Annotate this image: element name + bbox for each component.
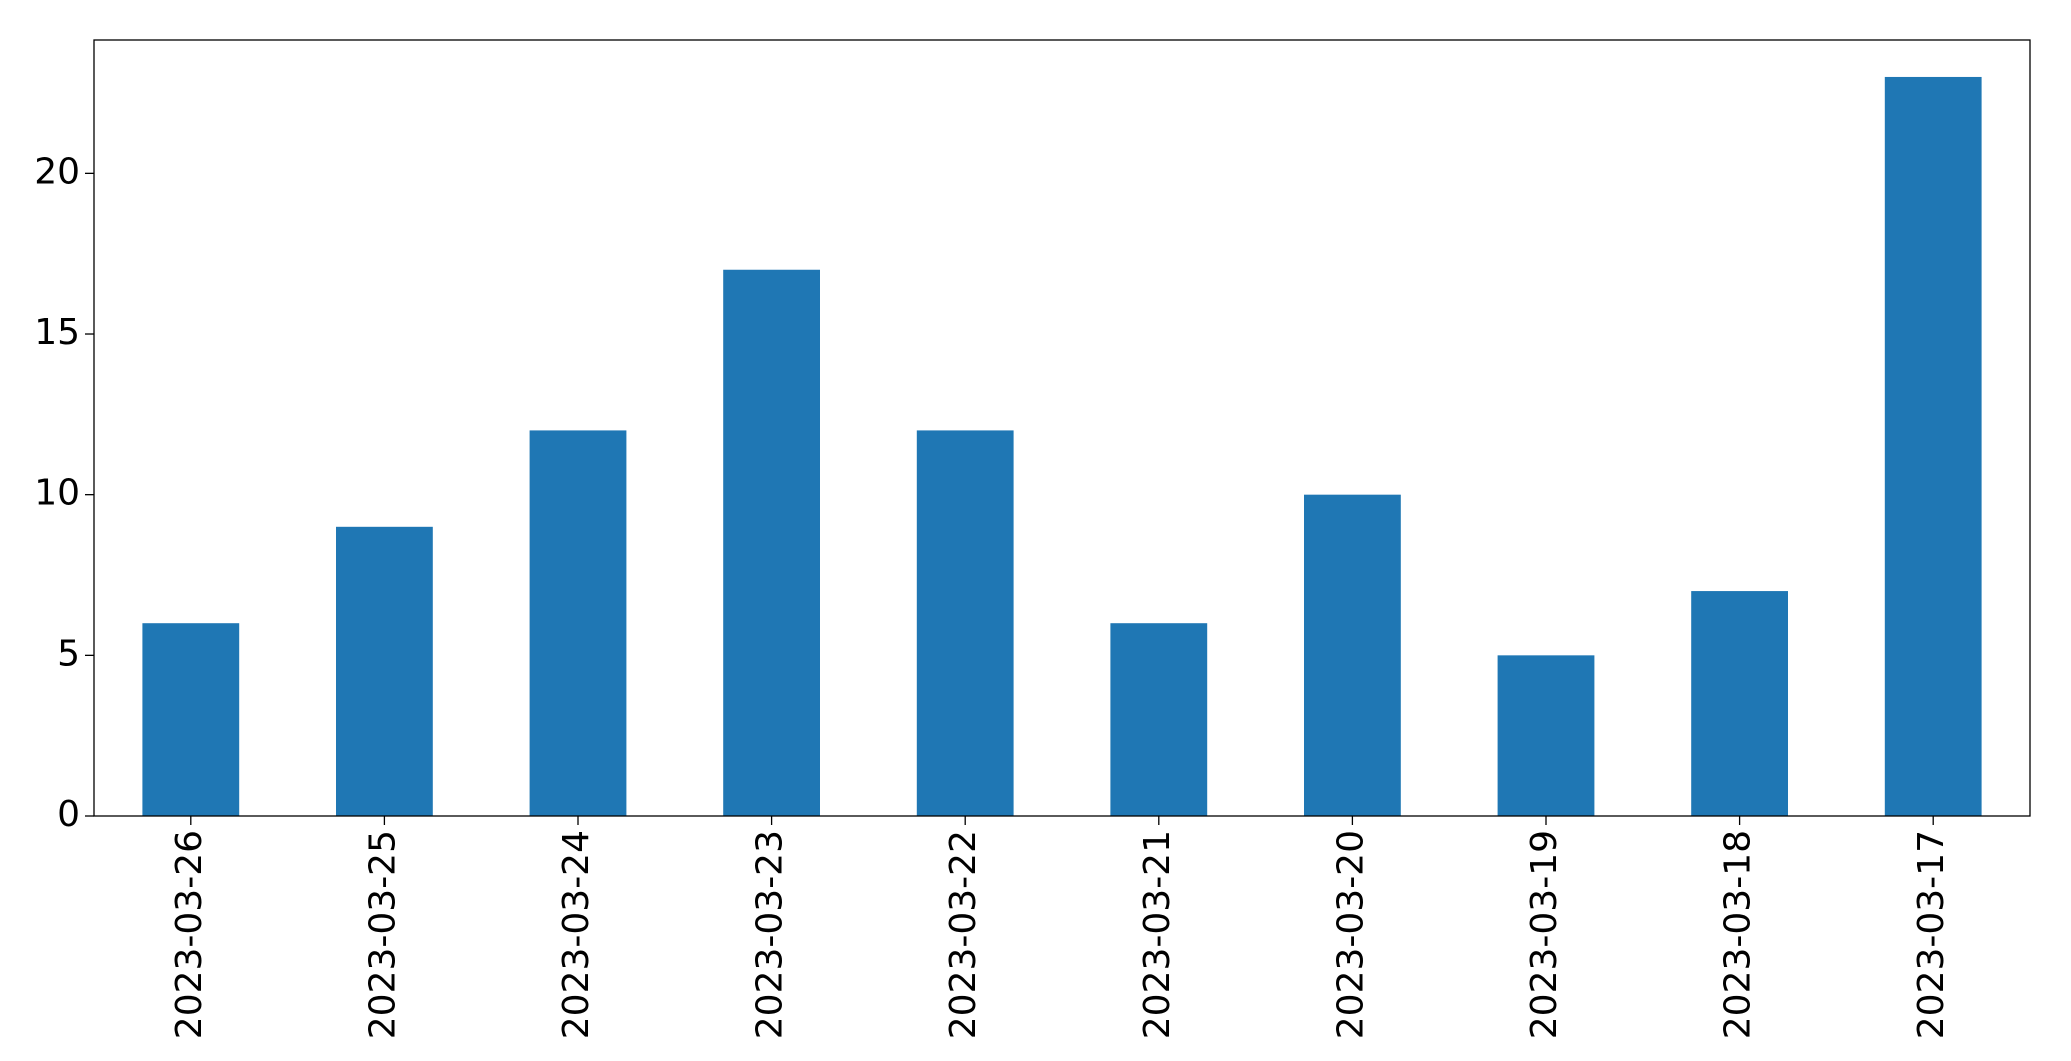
bar [1110,623,1208,816]
x-tick-label: 2023-03-17 [1911,830,1952,1039]
x-tick-label: 2023-03-18 [1718,830,1759,1039]
x-tick-label: 2023-03-26 [169,830,210,1039]
y-tick-label: 15 [34,312,80,353]
bar [723,269,820,816]
bar [1304,494,1401,816]
x-tick-label: 2023-03-23 [750,830,791,1039]
x-tick-label: 2023-03-24 [556,830,597,1039]
x-tick-label: 2023-03-22 [943,830,984,1039]
y-tick-label: 20 [34,151,80,192]
bar [1884,76,1982,816]
bar [1497,655,1595,816]
x-tick-label: 2023-03-19 [1524,830,1565,1039]
bar [916,430,1014,816]
x-tick-label: 2023-03-25 [362,830,403,1039]
bar [336,526,433,816]
y-tick-label: 5 [57,633,80,674]
bar [1691,591,1788,816]
y-tick-label: 0 [57,794,80,835]
x-tick-label: 2023-03-20 [1330,830,1371,1039]
bar [529,430,627,816]
x-tick-label: 2023-03-21 [1137,830,1178,1039]
y-tick-label: 10 [34,473,80,514]
plot-frame [93,39,2031,817]
bar [142,623,240,816]
